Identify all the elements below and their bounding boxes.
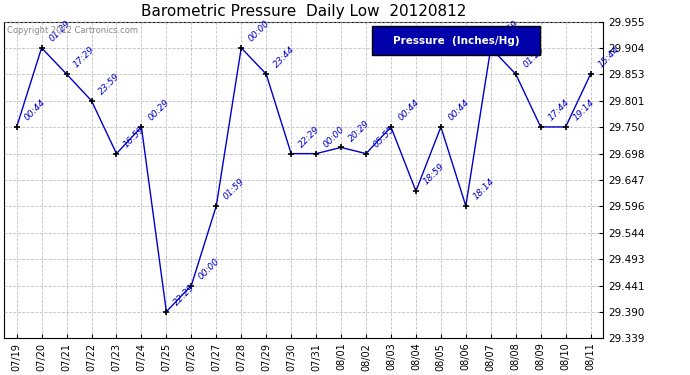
Text: 00:00: 00:00 <box>247 19 272 44</box>
Bar <box>373 27 540 55</box>
Text: 18:59: 18:59 <box>422 162 446 187</box>
Text: 17:29: 17:29 <box>72 45 97 70</box>
Text: 23:59: 23:59 <box>496 19 521 44</box>
Text: 23:59: 23:59 <box>97 72 122 97</box>
Text: 00:44: 00:44 <box>397 98 422 123</box>
Text: 19:14: 19:14 <box>571 98 596 123</box>
Text: 00:00: 00:00 <box>322 125 346 150</box>
Text: Copyright 2012 Cartronics.com: Copyright 2012 Cartronics.com <box>7 27 138 36</box>
Text: 22:29: 22:29 <box>297 125 322 150</box>
Text: 00:00: 00:00 <box>197 256 221 281</box>
Text: 16:59: 16:59 <box>122 125 147 150</box>
Text: 00:29: 00:29 <box>147 98 172 123</box>
Text: 17:44: 17:44 <box>546 98 571 123</box>
Text: 01:59: 01:59 <box>221 177 246 202</box>
Text: 18:14: 18:14 <box>471 177 496 202</box>
Text: 01:29: 01:29 <box>521 45 546 70</box>
Text: 00:44: 00:44 <box>446 98 471 123</box>
Text: 20:29: 20:29 <box>346 118 371 143</box>
Text: Pressure  (Inches/Hg): Pressure (Inches/Hg) <box>393 36 520 46</box>
Text: 00:44: 00:44 <box>22 98 47 123</box>
Text: 23:44: 23:44 <box>272 45 297 70</box>
Text: 22:29: 22:29 <box>172 283 197 308</box>
Text: 15:44: 15:44 <box>596 45 621 70</box>
Title: Barometric Pressure  Daily Low  20120812: Barometric Pressure Daily Low 20120812 <box>141 4 466 19</box>
Text: 05:55: 05:55 <box>371 125 396 150</box>
Text: 01:29: 01:29 <box>47 19 72 44</box>
